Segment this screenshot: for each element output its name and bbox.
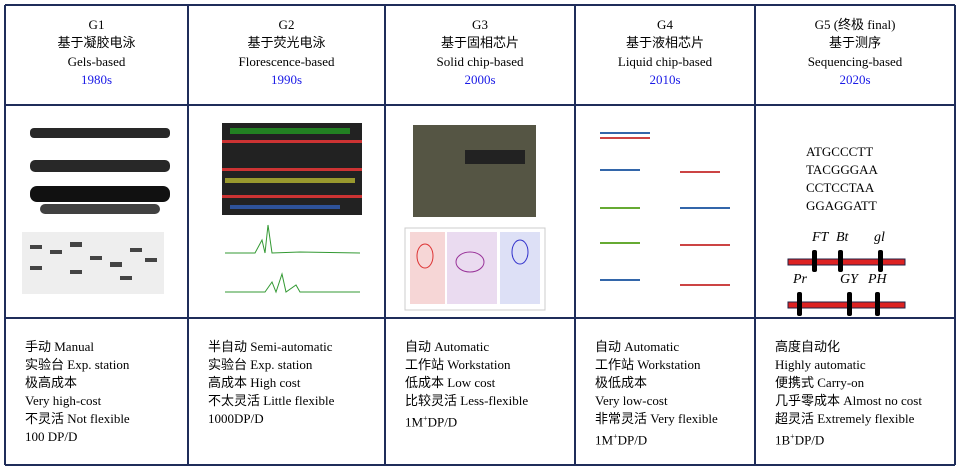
name-en: Florescence-based <box>238 54 335 69</box>
feature: 半自动 Semi-automatic <box>208 339 333 354</box>
name-en: Gels-based <box>67 54 126 69</box>
feature: 工作站 Workstation <box>405 357 511 372</box>
feature: Very high-cost <box>25 393 102 408</box>
gene-label: gl <box>874 230 885 245</box>
decade: 2020s <box>839 72 871 87</box>
feature: 实验台 Exp. station <box>25 357 130 372</box>
name-zh: 基于测序 <box>828 35 882 50</box>
text-part: + <box>790 432 795 441</box>
generation: G5 (终极 final) <box>814 17 896 32</box>
feature: 便携式 Carry-on <box>775 375 865 390</box>
feature: Highly automatic <box>775 357 866 372</box>
name-en: Solid chip-based <box>436 54 524 69</box>
text-part: DP/D <box>617 432 648 448</box>
gene-label: FT <box>812 230 829 245</box>
liquid-chip-image <box>600 132 730 286</box>
generation: G2 <box>278 17 295 32</box>
text-part: 1M <box>405 414 424 430</box>
feature: 高成本 High cost <box>208 375 301 390</box>
gel-image <box>22 128 170 294</box>
feature: 高度自动化 <box>775 339 841 354</box>
feature: 1M+DP/D <box>595 428 647 448</box>
text-part: + <box>613 432 618 441</box>
feature: 1000DP/D <box>208 411 264 426</box>
text-part: + <box>423 414 428 423</box>
sequence: ATGCCCTT <box>806 144 874 159</box>
text-part: 1B <box>775 432 791 448</box>
name-zh: 基于液相芯片 <box>625 35 705 50</box>
gene-label: Pr <box>793 272 807 287</box>
chromosome-image <box>787 250 906 316</box>
feature: 自动 Automatic <box>595 339 680 354</box>
fluorescence-image <box>222 123 362 294</box>
decade: 1990s <box>270 72 303 87</box>
text-part: 1M <box>595 432 614 448</box>
feature: 手动 Manual <box>25 339 94 354</box>
name-zh: 基于固相芯片 <box>440 35 520 50</box>
feature: 比较灵活 Less-flexible <box>405 393 529 408</box>
decade: 2010s <box>649 72 681 87</box>
name-en: Sequencing-based <box>807 54 903 69</box>
sequence: GGAGGATT <box>806 198 877 213</box>
feature: 极高成本 <box>25 375 78 390</box>
feature: 1M+DP/D <box>405 410 457 430</box>
name-zh: 基于荧光电泳 <box>247 35 326 50</box>
text-part: DP/D <box>794 432 825 448</box>
feature: 100 DP/D <box>25 429 78 444</box>
feature: 极低成本 <box>595 375 648 390</box>
name-en: Liquid chip-based <box>617 54 713 69</box>
chip-image <box>404 125 546 311</box>
name-zh: 基于凝胶电泳 <box>57 35 136 50</box>
feature: 1B+DP/D <box>775 428 824 448</box>
feature: 工作站 Workstation <box>595 357 701 372</box>
feature: 非常灵活 Very flexible <box>595 411 718 426</box>
feature: 低成本 Low cost <box>405 375 496 390</box>
feature: 几乎零成本 Almost no cost <box>775 393 922 408</box>
feature: Very low-cost <box>595 393 668 408</box>
feature: 自动 Automatic <box>405 339 490 354</box>
feature: 超灵活 Extremely flexible <box>775 411 915 426</box>
text-part: DP/D <box>427 414 458 430</box>
generation: G3 <box>472 17 488 32</box>
generation: G4 <box>657 17 673 32</box>
generation: G1 <box>88 17 105 32</box>
feature: 不灵活 Not flexible <box>25 411 130 426</box>
sequence: TACGGGAA <box>806 162 878 177</box>
gene-label: Bt <box>836 230 849 245</box>
table-borders <box>4 4 956 466</box>
gene-label: PH <box>868 272 887 287</box>
sequence: CCTCCTAA <box>806 180 875 195</box>
gene-label: GY <box>840 272 858 287</box>
feature: 不太灵活 Little flexible <box>208 393 335 408</box>
feature: 实验台 Exp. station <box>208 357 313 372</box>
decade: 2000s <box>464 72 496 87</box>
decade: 1980s <box>80 72 113 87</box>
